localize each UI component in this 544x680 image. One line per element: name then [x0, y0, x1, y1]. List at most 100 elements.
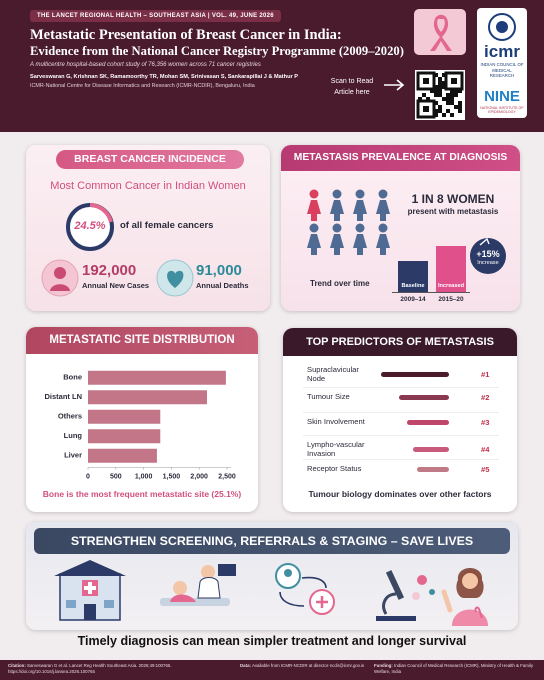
change-badge [470, 237, 506, 274]
woman-head [378, 223, 388, 233]
trend-bar-label: Baseline [401, 283, 425, 289]
woman-body [330, 234, 344, 255]
qr-cell [446, 93, 450, 97]
logo-nine: NINE [484, 88, 520, 105]
logo-icmr: icmr [484, 42, 520, 61]
qr-cell [450, 101, 454, 105]
woman-body [376, 200, 390, 221]
x-tick-label: 2,000 [190, 473, 208, 480]
share-text: of all female cancers [120, 220, 214, 231]
divider [303, 387, 499, 388]
x-tick-label: 1,000 [135, 473, 153, 480]
qr-cell [430, 89, 434, 93]
citation: Citation: Sarveswaran G et al. Lancet Re… [8, 663, 230, 674]
headline: 1 IN 8 WOMEN [411, 192, 495, 206]
category-label: Distant LN [45, 392, 83, 401]
predictor-label: Supraclavicular Node [307, 365, 359, 383]
headline: Most Common Cancer in Indian Women [50, 180, 246, 192]
trend-label: Trend over time [310, 279, 370, 288]
citation-text: Sarveswaran G et al. Lancet Reg Health S… [8, 663, 172, 674]
section-title: BREAST CANCER INCIDENCE [56, 150, 244, 169]
woman-head [332, 223, 342, 233]
bar [88, 409, 161, 424]
qr-finder [451, 78, 457, 84]
divider [303, 435, 499, 436]
woman-head [332, 189, 342, 199]
funding-label: Funding: [374, 663, 393, 668]
category-label: Others [58, 412, 82, 421]
data-label: Data: [240, 663, 251, 668]
predictor-bar [413, 447, 449, 452]
woman-head [378, 189, 388, 199]
data-note: Data: Available from ICMR-NCDIR at direc… [240, 663, 370, 669]
woman-body [353, 200, 367, 221]
qr-cell [454, 93, 458, 97]
qr-cell [434, 85, 438, 89]
woman-icon [41, 259, 79, 297]
bar [88, 448, 157, 463]
period-label: 2009–14 [400, 296, 426, 303]
bar [88, 390, 207, 405]
qr-finder [423, 106, 429, 112]
section-title: TOP PREDICTORS OF METASTASIS [283, 328, 517, 356]
woman-body [307, 200, 321, 221]
woman-head [309, 189, 319, 199]
emblem [488, 13, 516, 41]
qr-cell [458, 105, 462, 109]
woman-head [355, 189, 365, 199]
predictor-label: Tumour Size [307, 392, 350, 401]
title: Evidence from the National Cancer Regist… [30, 44, 404, 58]
share-value: 24.5% [74, 220, 106, 232]
qr-cell [454, 105, 458, 109]
predictor-rank: #1 [481, 370, 490, 379]
predictor-bar [417, 467, 449, 472]
qr-cell [438, 109, 442, 113]
woman-body [307, 234, 321, 255]
qr-cell [438, 77, 442, 81]
logo-nine-sub: NATIONAL INSTITUTE OF EPIDEMIOLOGY [480, 106, 524, 115]
qr-finder [423, 78, 429, 84]
woman-body [376, 234, 390, 255]
woman-body [330, 200, 344, 221]
women-icons [307, 189, 390, 255]
x-tick-label: 0 [86, 473, 90, 480]
qr-cell [438, 89, 442, 93]
deaths-label: Annual Deaths [196, 281, 249, 290]
woman-head [309, 223, 319, 233]
cases-value: 192,000 [82, 262, 137, 279]
category-label: Bone [63, 373, 82, 382]
data-text: Available from ICMR-NCDIR at director-nc… [251, 663, 365, 668]
qr-cell [442, 85, 446, 89]
ribbon-image [414, 9, 466, 55]
authors: Sarveswaran G, Krishnan SK, Ramamoorthy … [30, 74, 298, 80]
qr-cell [442, 113, 446, 117]
footer [0, 660, 544, 680]
title: Metastatic Presentation of Breast Cancer… [30, 27, 342, 43]
predictor-rank: #2 [481, 393, 490, 402]
qr-cell [458, 101, 462, 105]
cases-label: Annual New Cases [82, 281, 150, 290]
predictor-label: Receptor Status [307, 464, 362, 473]
predictor-list: Supraclavicular Node #1 Tumour Size #2 Skin … [283, 360, 517, 480]
bar [88, 429, 161, 444]
qr-cell [438, 81, 442, 85]
qr-cell [434, 101, 438, 105]
x-tick-label: 2,500 [218, 473, 236, 480]
qr-cell [434, 113, 438, 117]
qr-cell [446, 109, 450, 113]
change-value: +15% [476, 249, 500, 259]
section-title: METASTASIS PREVALENCE AT DIAGNOSIS [281, 145, 520, 171]
qr-cell [442, 73, 446, 77]
qr-cell [442, 97, 446, 101]
trend-bar-label: Increased [437, 283, 465, 289]
divider [303, 459, 499, 460]
qr-cell [434, 73, 438, 77]
divider [303, 412, 499, 413]
qr-cell [434, 89, 438, 93]
qr-cell [434, 93, 438, 97]
qr-cell [446, 97, 450, 101]
woman-body [353, 234, 367, 255]
predictors-note: Tumour biology dominates over other fact… [308, 489, 492, 499]
change-label: Increase [477, 260, 499, 266]
